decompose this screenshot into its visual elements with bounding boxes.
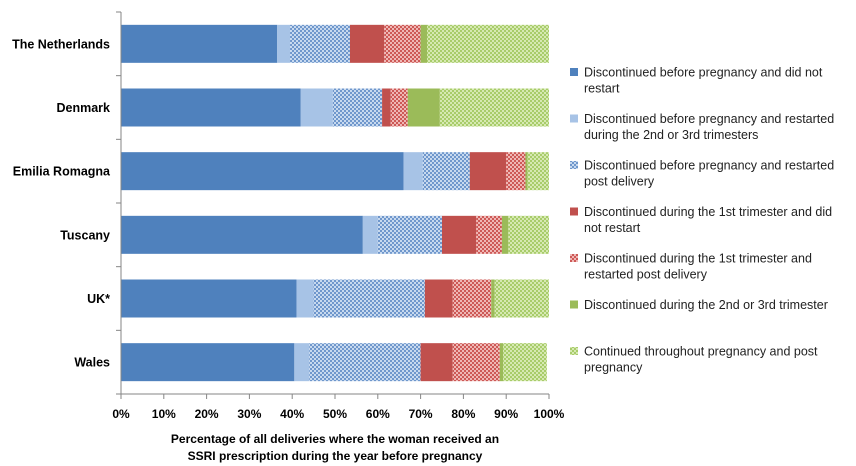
- legend-swatch: [570, 114, 578, 123]
- bar-segment-wales-s6: [499, 343, 504, 382]
- x-tick-label: 40%: [280, 407, 304, 421]
- legend-label: Discontinued during the 1st trimester an…: [584, 205, 832, 219]
- bar-segment-uk-s4: [424, 279, 453, 318]
- x-tick-label: 50%: [323, 407, 347, 421]
- legend-swatch: [570, 300, 578, 309]
- bar-segment-the-netherlands-s6: [420, 24, 428, 63]
- legend-item-6: Discontinued during the 2nd or 3rd trime…: [570, 298, 828, 312]
- legend-item-1: Discontinued before pregnancy and did no…: [570, 66, 823, 96]
- legend-swatch: [570, 68, 578, 76]
- legend-label: restart: [584, 82, 620, 96]
- legend-label: Discontinued before pregnancy and restar…: [584, 159, 834, 173]
- legend-label: pregnancy: [584, 361, 643, 375]
- bar-segment-wales-s1: [121, 343, 295, 382]
- legend-label: restarted post delivery: [584, 268, 708, 282]
- category-label-emilia-romagna: Emilia Romagna: [13, 165, 111, 179]
- bar-segment-emilia-romagna-s4: [469, 152, 507, 191]
- x-tick-label: 20%: [195, 407, 219, 421]
- bar-segment-tuscany-s7: [508, 215, 549, 254]
- category-label-the-netherlands: The Netherlands: [12, 37, 110, 51]
- category-label-wales: Wales: [74, 356, 110, 370]
- legend-label: Continued throughout pregnancy and post: [584, 345, 818, 359]
- legend-item-7: Continued throughout pregnancy and post p…: [570, 345, 818, 375]
- bar-segment-denmark-s7: [439, 88, 549, 127]
- bar-segment-denmark-s6: [407, 88, 440, 127]
- bar-segment-wales-s3: [309, 343, 421, 382]
- legend-item-4: Discontinued during the 1st trimester an…: [570, 205, 832, 235]
- bar-segment-tuscany-s2: [362, 215, 378, 254]
- bar-segment-tuscany-s1: [121, 215, 363, 254]
- legend-item-2: Discontinued before pregnancy and restar…: [570, 112, 834, 142]
- legend-label: Discontinued during the 2nd or 3rd trime…: [584, 298, 828, 312]
- legend-label: during the 2nd or 3rd trimesters: [584, 128, 758, 142]
- x-tick-label: 100%: [534, 407, 565, 421]
- bar-segment-emilia-romagna-s7: [527, 152, 549, 191]
- legend-label: Discontinued during the 1st trimester an…: [584, 252, 812, 266]
- bar-segment-emilia-romagna-s1: [121, 152, 404, 191]
- bar-segment-wales-s7: [503, 343, 547, 382]
- bar-segment-uk-s2: [296, 279, 314, 318]
- bar-segment-denmark-s1: [121, 88, 301, 127]
- bar-segment-wales-s2: [294, 343, 310, 382]
- category-label-denmark: Denmark: [57, 101, 111, 115]
- x-tick-label: 0%: [112, 407, 130, 421]
- legend-label: not restart: [584, 221, 641, 235]
- bar-segment-the-netherlands-s1: [121, 24, 278, 63]
- x-tick-label: 60%: [366, 407, 390, 421]
- legend-swatch: [570, 161, 578, 169]
- bar-segment-denmark-s2: [300, 88, 333, 127]
- bar-segment-emilia-romagna-s6: [525, 152, 528, 191]
- x-tick-label: 70%: [409, 407, 433, 421]
- x-axis-title-line-2: SSRI prescription during the year before…: [188, 449, 483, 463]
- category-labels: The Netherlands Denmark Emilia Romagna Tusc…: [12, 37, 111, 369]
- bar-segment-denmark-s4: [382, 88, 391, 127]
- bar-segment-the-netherlands-s2: [277, 24, 291, 63]
- bar-segment-tuscany-s3: [377, 215, 442, 254]
- bar-segment-denmark-s3: [332, 88, 383, 127]
- bar-segment-wales-s5: [452, 343, 500, 382]
- bar-segment-emilia-romagna-s5: [506, 152, 526, 191]
- legend-label: post delivery: [584, 175, 655, 189]
- x-tick-label: 80%: [451, 407, 475, 421]
- axes: [116, 11, 550, 399]
- category-label-tuscany: Tuscany: [60, 228, 110, 242]
- bar-segment-uk-s1: [121, 279, 297, 318]
- bar-segment-tuscany-s5: [476, 215, 502, 254]
- legend: Discontinued before pregnancy and did no…: [570, 66, 834, 375]
- bar-segment-wales-s4: [420, 343, 453, 382]
- legend-label: Discontinued before pregnancy and did no…: [584, 66, 823, 80]
- bar-segment-tuscany-s4: [442, 215, 477, 254]
- bar-group: [121, 24, 549, 382]
- category-label-uk: UK*: [87, 292, 110, 306]
- bar-segment-the-netherlands-s3: [290, 24, 350, 63]
- legend-swatch: [570, 254, 578, 262]
- bar-segment-uk-s3: [313, 279, 425, 318]
- bar-segment-emilia-romagna-s2: [403, 152, 423, 191]
- bar-segment-uk-s6: [491, 279, 495, 318]
- legend-label: Discontinued before pregnancy and restar…: [584, 112, 834, 126]
- x-tick-label: 10%: [152, 407, 176, 421]
- legend-item-5: Discontinued during the 1st trimester an…: [570, 252, 812, 282]
- legend-item-3: Discontinued before pregnancy and restar…: [570, 159, 834, 189]
- bar-segment-uk-s5: [452, 279, 492, 318]
- x-tick-label: 30%: [237, 407, 261, 421]
- legend-swatch: [570, 207, 578, 216]
- x-tick-label: 90%: [494, 407, 518, 421]
- bar-segment-uk-s7: [494, 279, 549, 318]
- bar-segment-denmark-s5: [390, 88, 408, 127]
- bar-segment-the-netherlands-s4: [349, 24, 385, 63]
- bar-segment-the-netherlands-s7: [427, 24, 549, 63]
- x-axis-title-line-1: Percentage of all deliveries where the w…: [171, 432, 499, 446]
- legend-swatch: [570, 347, 578, 355]
- bar-segment-emilia-romagna-s3: [422, 152, 470, 191]
- bar-segment-the-netherlands-s5: [384, 24, 421, 63]
- x-tick-labels: 0% 10% 20% 30% 40% 50% 60% 70% 80% 90% 100%: [112, 407, 564, 421]
- bar-segment-tuscany-s6: [501, 215, 509, 254]
